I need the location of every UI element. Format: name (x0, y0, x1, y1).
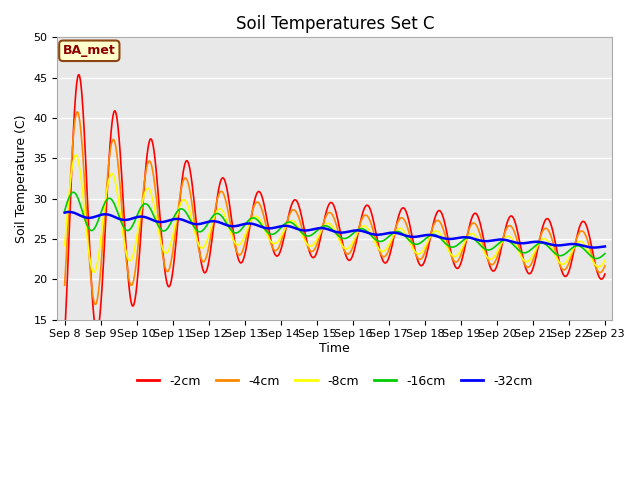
-8cm (302, 240, 310, 245)
-16cm (125, 228, 132, 233)
-8cm (312, 239, 319, 245)
-4cm (312, 245, 319, 251)
Line: -2cm: -2cm (65, 75, 605, 335)
-4cm (92, 301, 99, 307)
-16cm (601, 251, 609, 256)
-4cm (601, 263, 609, 268)
-8cm (291, 219, 298, 225)
Y-axis label: Soil Temperature (C): Soil Temperature (C) (15, 114, 28, 243)
Title: Soil Temperatures Set C: Soil Temperatures Set C (236, 15, 434, 33)
-2cm (125, 281, 132, 287)
-16cm (593, 256, 600, 262)
-32cm (369, 231, 376, 237)
-2cm (601, 271, 609, 277)
Legend: -2cm, -4cm, -8cm, -16cm, -32cm: -2cm, -4cm, -8cm, -16cm, -32cm (132, 370, 538, 393)
-8cm (125, 258, 133, 264)
-16cm (103, 197, 111, 203)
-4cm (302, 238, 310, 244)
X-axis label: Time: Time (319, 342, 350, 355)
Text: BA_met: BA_met (63, 44, 116, 57)
-8cm (61, 243, 68, 249)
-16cm (369, 234, 376, 240)
-32cm (65, 209, 73, 215)
-32cm (301, 228, 309, 233)
-4cm (125, 277, 133, 283)
-32cm (311, 226, 319, 232)
-16cm (301, 232, 309, 238)
-2cm (311, 253, 319, 259)
Line: -4cm: -4cm (65, 112, 605, 304)
-8cm (601, 257, 609, 263)
-8cm (72, 152, 79, 158)
-2cm (61, 332, 68, 338)
-4cm (103, 179, 111, 184)
-16cm (69, 189, 77, 195)
-2cm (75, 72, 83, 78)
-32cm (601, 243, 609, 249)
-32cm (291, 225, 298, 231)
-16cm (291, 222, 298, 228)
-2cm (103, 197, 111, 203)
-16cm (311, 229, 319, 235)
-2cm (291, 197, 298, 203)
-32cm (103, 212, 111, 217)
-32cm (61, 210, 68, 216)
-2cm (301, 232, 309, 238)
-8cm (103, 186, 111, 192)
-4cm (369, 226, 376, 232)
-8cm (369, 235, 376, 240)
Line: -8cm: -8cm (65, 155, 605, 272)
-16cm (61, 208, 68, 214)
Line: -32cm: -32cm (65, 212, 605, 248)
-8cm (90, 269, 98, 275)
-4cm (74, 109, 81, 115)
-4cm (291, 207, 298, 213)
Line: -16cm: -16cm (65, 192, 605, 259)
-4cm (61, 282, 68, 288)
-32cm (125, 216, 132, 222)
-32cm (590, 245, 598, 251)
-2cm (369, 214, 376, 219)
